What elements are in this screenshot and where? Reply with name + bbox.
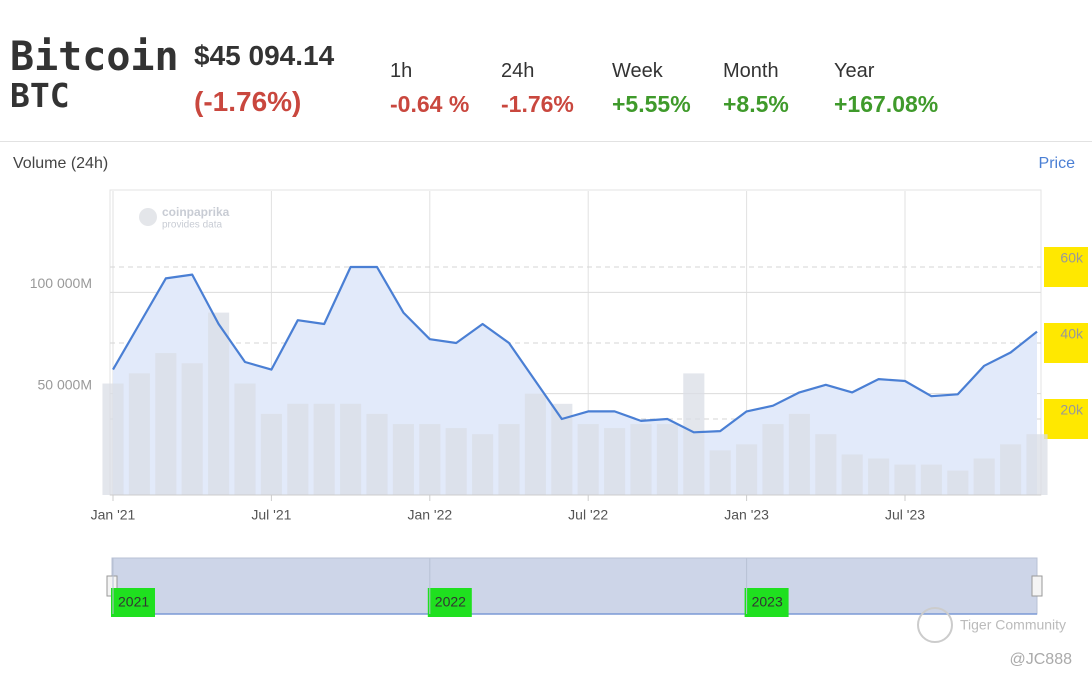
period-label: Week — [612, 60, 663, 82]
volume-bar — [155, 353, 177, 495]
label-highlight — [1044, 247, 1088, 287]
volume-bar — [920, 464, 942, 495]
price-change: (-1.76%) — [194, 86, 302, 117]
period-label: 24h — [501, 60, 535, 82]
volume-label: Volume (24h) — [13, 155, 108, 172]
volume-bar — [788, 413, 810, 495]
period-value: +167.08% — [834, 91, 939, 117]
volume-bar — [1000, 444, 1022, 495]
period-value: +8.5% — [723, 91, 789, 117]
volume-bar — [736, 444, 758, 495]
y2-tick-label: 40k — [1060, 326, 1084, 342]
volume-bar — [841, 454, 863, 495]
price-line — [112, 265, 1038, 434]
y2-tick-label: 20k — [1060, 402, 1084, 418]
volume-bar — [947, 470, 969, 495]
volume-bar — [340, 403, 362, 495]
x-tick-label: Jan '22 — [407, 507, 452, 523]
period-label: Year — [834, 60, 875, 82]
volume-bar — [524, 393, 546, 495]
x-tick-label: Jul '22 — [568, 507, 608, 523]
coin-name: Bitcoin — [10, 34, 179, 80]
author-watermark: @JC888 — [1010, 651, 1073, 668]
volume-bar — [498, 424, 520, 495]
navigator-label: 2022 — [435, 594, 466, 610]
period-label: 1h — [390, 60, 413, 82]
volume-bar — [656, 424, 678, 495]
volume-bar — [102, 383, 124, 495]
volume-bar — [868, 458, 890, 495]
volume-bar — [208, 312, 230, 495]
volume-bar — [815, 434, 837, 495]
community-logo — [917, 607, 953, 643]
watermark-logo — [139, 208, 157, 226]
volume-bar — [128, 373, 150, 495]
volume-bar — [366, 413, 388, 495]
volume-bar — [683, 373, 705, 495]
volume-bar — [472, 434, 494, 495]
y-tick-label: 100 000M — [30, 275, 92, 291]
y2-tick-label: 60k — [1060, 250, 1084, 266]
volume-bar — [287, 403, 309, 495]
volume-bar — [181, 363, 203, 495]
volume-bar — [709, 450, 731, 495]
period-value: -0.64 % — [390, 91, 470, 117]
volume-bar — [419, 424, 441, 495]
x-tick-label: Jul '21 — [251, 507, 291, 523]
volume-bar — [445, 428, 467, 495]
volume-bar — [1026, 434, 1048, 495]
community-watermark: Tiger Community — [960, 617, 1066, 633]
navigator-label: 2023 — [752, 594, 783, 610]
volume-bar — [577, 424, 599, 495]
volume-bar — [604, 428, 626, 495]
label-highlight — [1044, 323, 1088, 363]
period-value: -1.76% — [501, 91, 574, 117]
price-toggle[interactable]: Price — [1039, 155, 1076, 172]
volume-bar — [630, 424, 652, 495]
navigator[interactable] — [111, 557, 1038, 615]
volume-bar — [234, 383, 256, 495]
navigator-label: 2021 — [118, 594, 149, 610]
watermark: provides data — [162, 220, 222, 231]
x-tick-label: Jul '23 — [885, 507, 925, 523]
x-tick-label: Jan '23 — [724, 507, 769, 523]
separator — [0, 141, 1092, 142]
label-highlight — [111, 588, 155, 617]
label-highlight — [1044, 399, 1088, 439]
navigator-handle[interactable] — [1031, 575, 1043, 597]
period-label: Month — [723, 60, 779, 82]
watermark: coinpaprika — [162, 205, 230, 219]
volume-bar — [551, 403, 573, 495]
label-highlight — [427, 588, 472, 617]
coin-symbol: BTC — [10, 76, 70, 115]
price: $45 094.14 — [194, 40, 335, 71]
volume-bar — [894, 464, 916, 495]
volume-bar — [762, 424, 784, 495]
y-tick-label: 50 000M — [38, 376, 92, 392]
label-highlight — [744, 588, 789, 617]
x-tick-label: Jan '21 — [91, 507, 136, 523]
volume-bar — [313, 403, 335, 495]
volume-bar — [392, 424, 414, 495]
volume-bar — [973, 458, 995, 495]
volume-bar — [260, 413, 282, 495]
period-value: +5.55% — [612, 91, 691, 117]
